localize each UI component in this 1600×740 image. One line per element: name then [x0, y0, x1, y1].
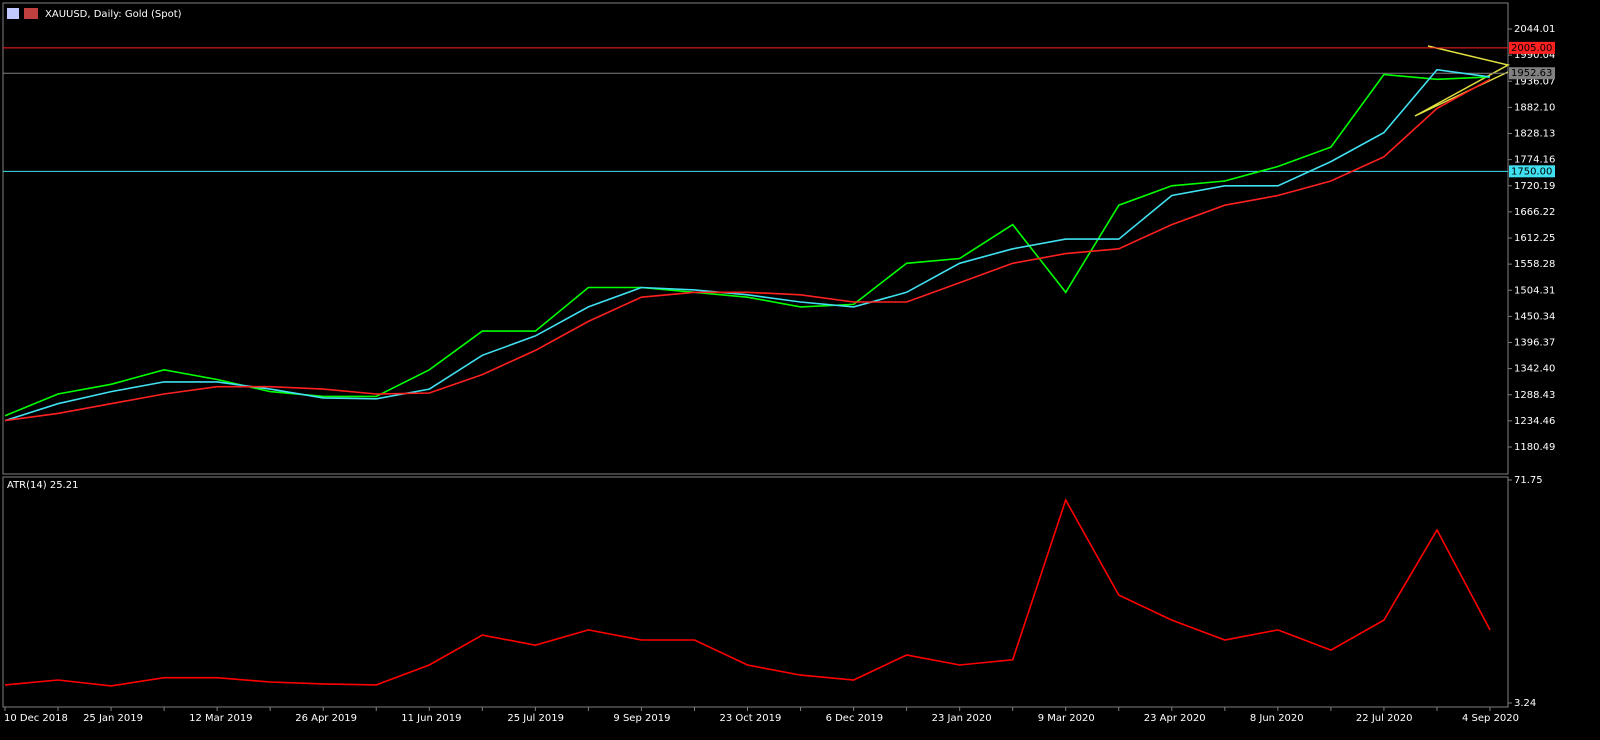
x-tick-label: 6 Dec 2019	[826, 713, 884, 724]
level-label-box	[1509, 165, 1555, 178]
y-tick-label: 1720.19	[1514, 181, 1555, 192]
level-label: 2005.00	[1511, 43, 1552, 54]
y-tick-label: 1774.16	[1514, 155, 1555, 166]
triangle-drawing	[1414, 45, 1511, 117]
y-tick-label: 1828.13	[1514, 129, 1555, 140]
y-tick-label: 1180.49	[1514, 442, 1555, 453]
y-tick-label: 1342.40	[1514, 364, 1555, 375]
y-tick-label: 1288.43	[1514, 390, 1555, 401]
y-tick-label: 1612.25	[1514, 233, 1555, 244]
chart-title: XAUUSD, Daily: Gold (Spot)	[45, 9, 182, 20]
x-tick-label: 4 Sep 2020	[1462, 713, 1519, 724]
y-tick-label: 1450.34	[1514, 311, 1555, 322]
y-tick-label: 1504.31	[1514, 285, 1555, 296]
x-tick-label: 25 Jan 2019	[83, 713, 143, 724]
x-tick-label: 12 Mar 2019	[189, 713, 252, 724]
series-line	[4, 73, 1491, 417]
x-tick-label: 22 Jul 2020	[1356, 713, 1413, 724]
x-tick-label: 9 Sep 2019	[613, 713, 670, 724]
x-tick-label: 23 Apr 2020	[1144, 713, 1206, 724]
y-tick-label: 1990.04	[1514, 50, 1555, 61]
x-tick-label: 10 Dec 2018	[4, 713, 68, 724]
y-tick-label: 2044.01	[1514, 24, 1555, 35]
level-label-box	[1509, 41, 1555, 54]
y-tick-label: 1396.37	[1514, 338, 1555, 349]
atr-title: ATR(14) 25.21	[7, 480, 78, 491]
level-label: 1750.00	[1511, 166, 1552, 177]
level-label: 1952.63	[1511, 68, 1552, 79]
y-tick-label: 1882.10	[1514, 102, 1555, 113]
level-label-box	[1509, 67, 1555, 80]
x-tick-label: 11 Jun 2019	[401, 713, 461, 724]
y-tick-label: 1666.22	[1514, 207, 1555, 218]
y-tick-label: 71.75	[1514, 475, 1543, 486]
x-tick-label: 23 Oct 2019	[720, 713, 782, 724]
y-tick-label: 1936.07	[1514, 76, 1555, 87]
icon	[7, 8, 19, 19]
x-tick-label: 8 Jun 2020	[1250, 713, 1304, 724]
x-tick-label: 25 Jul 2019	[507, 713, 564, 724]
x-tick-label: 9 Mar 2020	[1038, 713, 1095, 724]
x-tick-label: 23 Jan 2020	[932, 713, 992, 724]
x-tick-label: 26 Apr 2019	[295, 713, 357, 724]
series-line	[4, 78, 1491, 422]
icon	[24, 8, 38, 19]
series-line	[4, 498, 1491, 687]
y-tick-label: 1234.46	[1514, 416, 1555, 427]
y-tick-label: 3.24	[1514, 698, 1536, 709]
y-tick-label: 1558.28	[1514, 259, 1555, 270]
atr-panel	[2, 476, 1509, 708]
